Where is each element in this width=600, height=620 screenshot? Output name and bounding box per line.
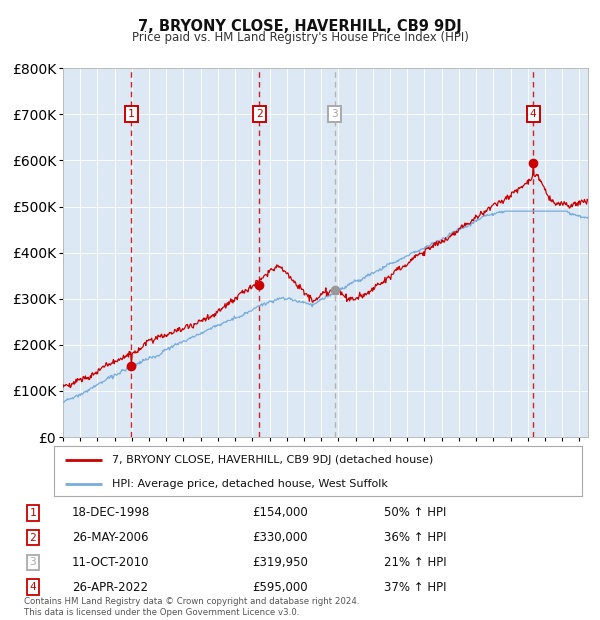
Text: 4: 4 — [29, 582, 37, 592]
Text: 18-DEC-1998: 18-DEC-1998 — [72, 507, 150, 519]
Text: 11-OCT-2010: 11-OCT-2010 — [72, 556, 149, 569]
Text: 7, BRYONY CLOSE, HAVERHILL, CB9 9DJ (detached house): 7, BRYONY CLOSE, HAVERHILL, CB9 9DJ (det… — [112, 455, 433, 465]
Text: 3: 3 — [331, 109, 338, 119]
Text: 1: 1 — [29, 508, 37, 518]
Text: 26-MAY-2006: 26-MAY-2006 — [72, 531, 149, 544]
Text: 4: 4 — [530, 109, 536, 119]
Text: £330,000: £330,000 — [252, 531, 308, 544]
Text: 1: 1 — [128, 109, 134, 119]
Text: £595,000: £595,000 — [252, 581, 308, 593]
Text: 2: 2 — [256, 109, 263, 119]
Text: HPI: Average price, detached house, West Suffolk: HPI: Average price, detached house, West… — [112, 479, 388, 489]
Text: 21% ↑ HPI: 21% ↑ HPI — [384, 556, 446, 569]
Text: 37% ↑ HPI: 37% ↑ HPI — [384, 581, 446, 593]
Text: 36% ↑ HPI: 36% ↑ HPI — [384, 531, 446, 544]
Text: 3: 3 — [29, 557, 37, 567]
Text: 26-APR-2022: 26-APR-2022 — [72, 581, 148, 593]
Text: 7, BRYONY CLOSE, HAVERHILL, CB9 9DJ: 7, BRYONY CLOSE, HAVERHILL, CB9 9DJ — [138, 19, 462, 33]
Text: 50% ↑ HPI: 50% ↑ HPI — [384, 507, 446, 519]
Text: £154,000: £154,000 — [252, 507, 308, 519]
Text: £319,950: £319,950 — [252, 556, 308, 569]
Text: Price paid vs. HM Land Registry's House Price Index (HPI): Price paid vs. HM Land Registry's House … — [131, 31, 469, 44]
Text: 2: 2 — [29, 533, 37, 542]
Text: Contains HM Land Registry data © Crown copyright and database right 2024.
This d: Contains HM Land Registry data © Crown c… — [24, 598, 359, 617]
